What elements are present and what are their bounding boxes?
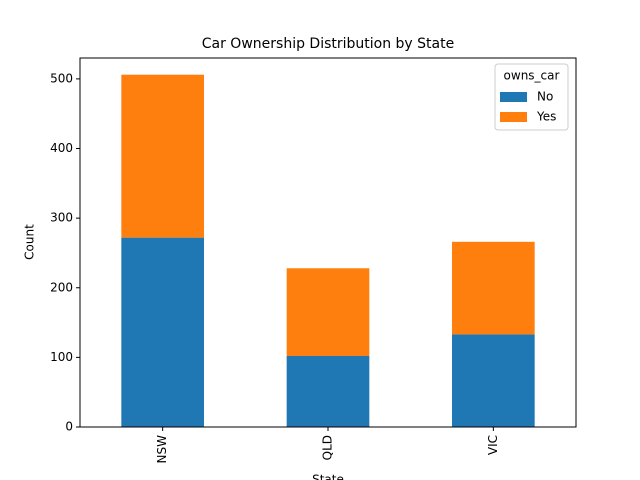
y-tick-label: 100 [50, 350, 73, 364]
bar-segment [452, 241, 535, 335]
legend-swatch [500, 112, 527, 122]
y-tick-label: 300 [50, 211, 73, 225]
y-tick-label: 500 [50, 71, 73, 85]
y-tick-label: 400 [50, 141, 73, 155]
bar-segment [452, 334, 535, 427]
bar-segment [121, 237, 204, 427]
x-axis-label: State [312, 473, 344, 480]
y-tick-label: 200 [50, 280, 73, 294]
legend-swatch [500, 92, 527, 102]
legend-title: owns_car [504, 69, 560, 83]
legend-label: Yes [536, 110, 556, 124]
y-tick-label: 0 [65, 420, 73, 434]
x-tick-label: QLD [321, 435, 335, 460]
y-axis-label: Count [23, 224, 37, 260]
axes-frame [79, 57, 577, 428]
x-tick-label: VIC [486, 435, 500, 455]
chart-title: Car Ownership Distribution by State [202, 36, 454, 52]
bar-segment [286, 268, 370, 356]
bar-segment [121, 74, 204, 238]
legend-label: No [537, 90, 553, 104]
x-tick-label: NSW [155, 435, 169, 464]
bar-segment [286, 355, 370, 427]
